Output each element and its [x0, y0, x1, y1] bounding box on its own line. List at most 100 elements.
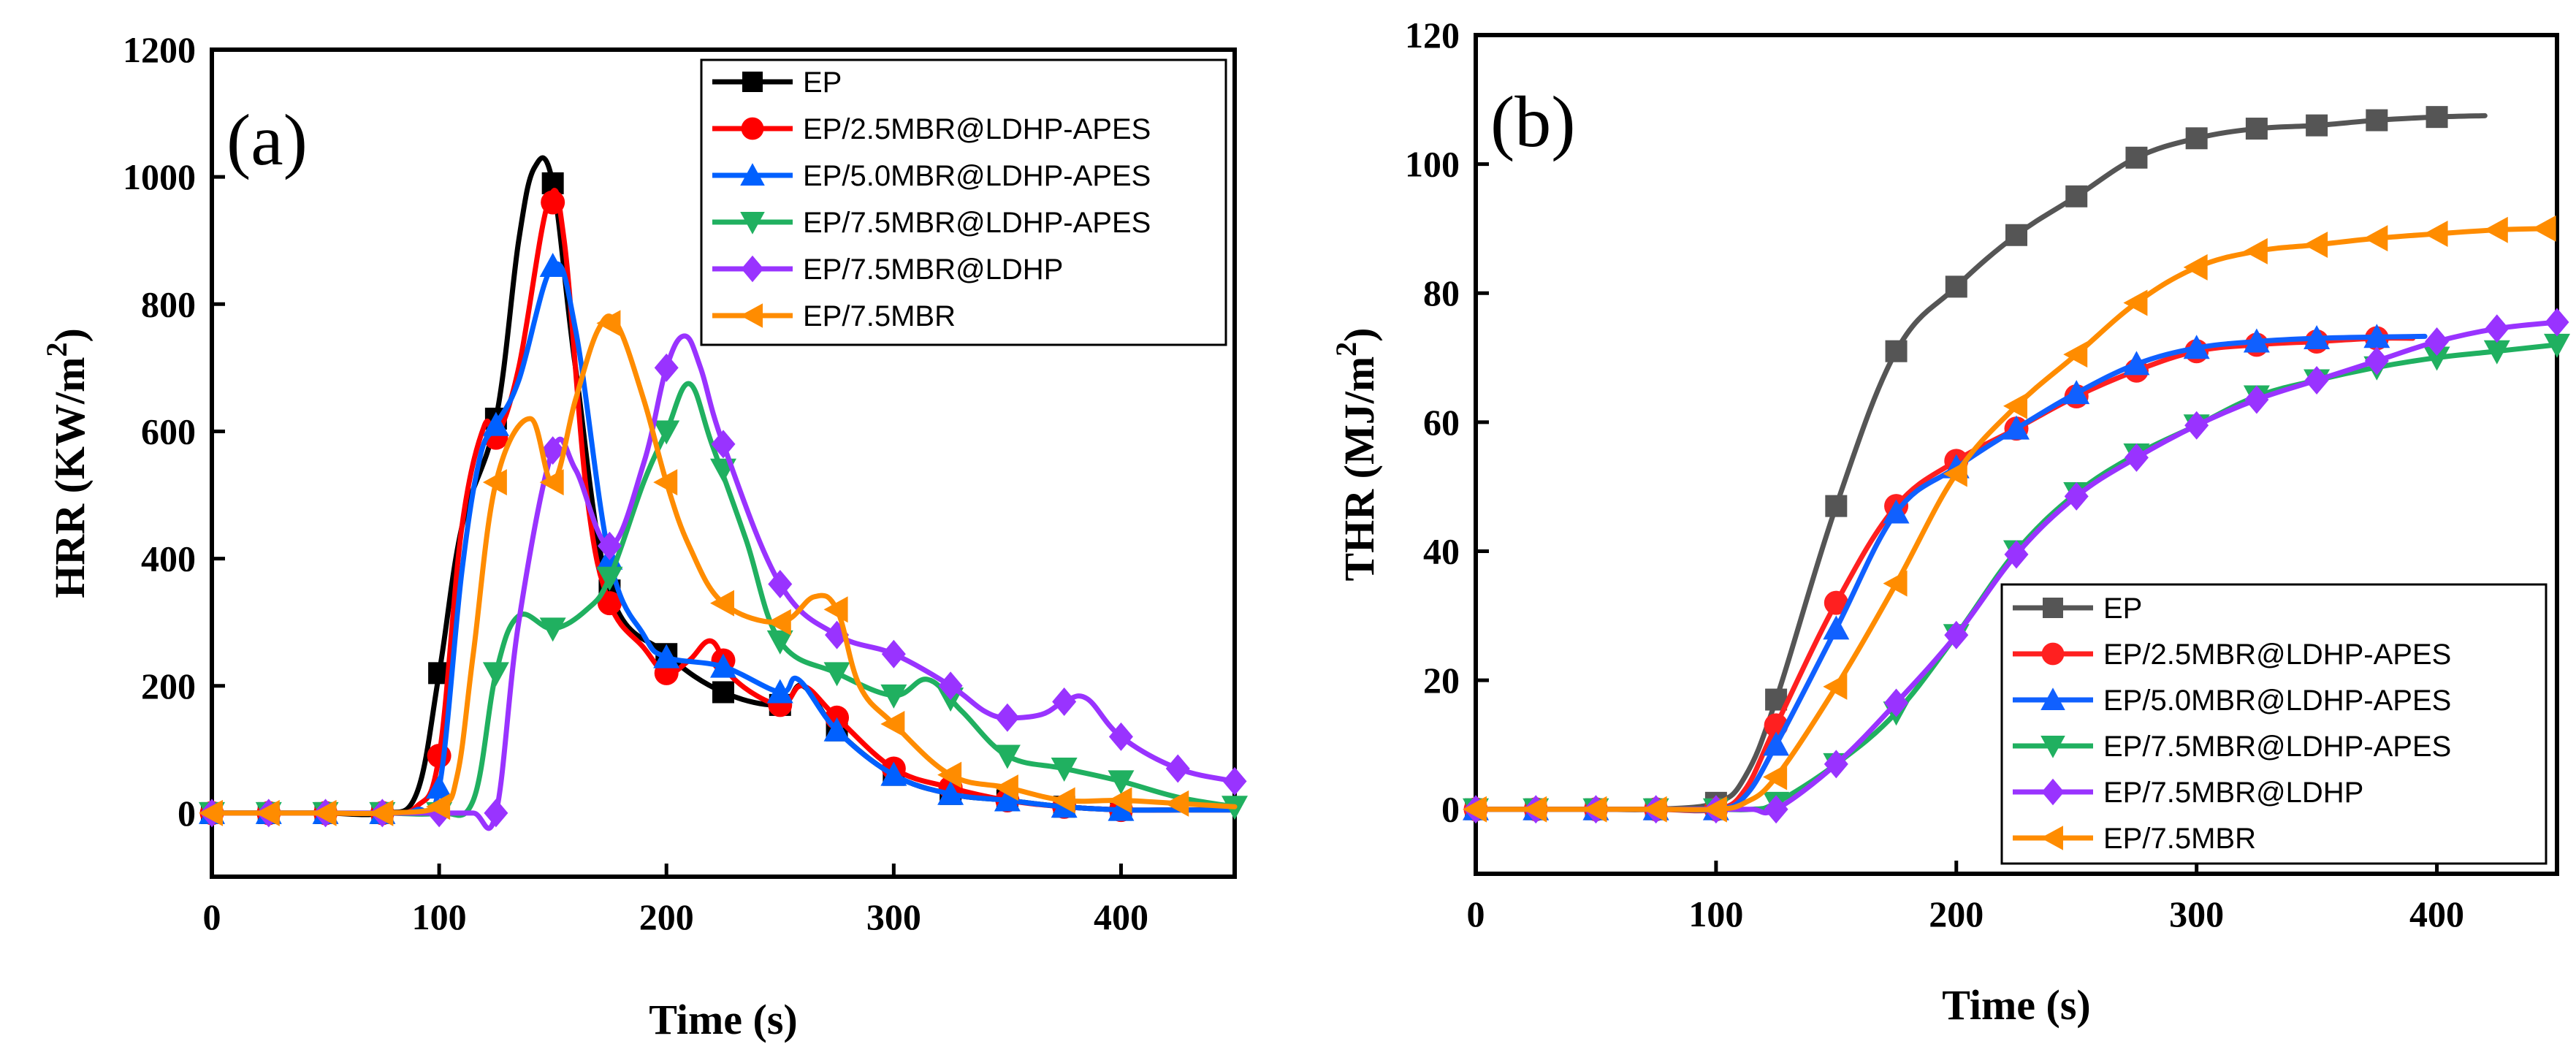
panel-b-legend-item-ep-5-0mbr-ldhp-apes: EP/5.0MBR@LDHP-APES	[2013, 685, 2451, 717]
panel-a-legend-item-ep-5-0mbr-ldhp-apes: EP/5.0MBR@LDHP-APES	[712, 160, 1151, 192]
panel-b-point-ep-6	[1825, 495, 1848, 517]
panel-a-line-ep-7-5mbr-ldhp	[209, 333, 1238, 831]
panel-b-ticks: 0 100 200 300 400 0 20 40 60 80 100 120	[1405, 15, 2464, 934]
panel-b-point-ep-5-0mbr-ldhp-apes-6	[1823, 615, 1850, 640]
panel-b-legend-label-ep-7-5mbr-ldhp-apes: EP/7.5MBR@LDHP-APES	[2103, 731, 2451, 763]
panel-a-legend-label-ep-7-5mbr-ldhp-apes: EP/7.5MBR@LDHP-APES	[803, 207, 1151, 239]
panel-a-legend-marker-ep-5-0mbr-ldhp-apes	[740, 163, 765, 186]
panel-a-series-group	[199, 155, 1248, 831]
panel-b-legend-marker-ep-7-5mbr-ldhp-apes	[2040, 736, 2065, 758]
panel-b-point-ep-7-5mbr-ldhp-13	[2244, 385, 2269, 414]
panel-a-point-ep-5-0mbr-ldhp-apes-11	[823, 717, 850, 742]
panel-b-legend-item-ep-7-5mbr-ldhp-apes: EP/7.5MBR@LDHP-APES	[2013, 731, 2451, 763]
panel-a-point-ep-7-5mbr-15	[1051, 787, 1075, 814]
panel-b-legend-label-ep-5-0mbr-ldhp-apes: EP/5.0MBR@LDHP-APES	[2103, 685, 2451, 717]
panel-b-point-ep-7-5mbr-ldhp-10	[2064, 481, 2089, 511]
panel-a-point-ep-7-5mbr-5	[482, 469, 507, 496]
panel-a-legend-item-ep-7-5mbr-ldhp-apes: EP/7.5MBR@LDHP-APES	[712, 207, 1151, 239]
panel-b-point-ep-5-0mbr-ldhp-apes-12	[2183, 335, 2210, 359]
panel-b-legend-label-ep-7-5mbr-ldhp: EP/7.5MBR@LDHP	[2103, 777, 2363, 809]
panel-a-point-ep-5-0mbr-ldhp-apes-13	[937, 780, 964, 805]
panel-a-x-tick-label-1: 100	[412, 896, 467, 937]
panel-b-y-tick-label-4: 80	[1423, 273, 1460, 313]
panel-a-plot-frame	[210, 47, 1237, 879]
panel-b-point-ep-7-5mbr-ldhp-11	[2124, 443, 2149, 472]
panel-b-point-ep-7-5mbr-17	[2483, 216, 2508, 243]
panel-a-y-tick-label-5: 1000	[123, 156, 196, 197]
panel-a-series-ep-7-5mbr-ldhp	[199, 333, 1247, 831]
panel-a-point-ep-7-5mbr-ldhp-apes-15	[1051, 757, 1078, 782]
panel-a-point-ep-9	[712, 681, 734, 704]
panel-a-ylabel-main: HRR (KW/m	[46, 357, 94, 598]
panel-a-point-ep-7-5mbr-1	[255, 799, 280, 826]
panel-a-legend-item-ep-7-5mbr: EP/7.5MBR	[712, 300, 956, 332]
panel-b-point-ep-5-0mbr-ldhp-apes-5	[1763, 731, 1790, 756]
panel-a-point-ep-7-5mbr-ldhp-apes-10	[766, 630, 793, 655]
panel-b-legend-box	[2000, 583, 2548, 865]
panel-b-legend-label-ep-7-5mbr: EP/7.5MBR	[2103, 823, 2256, 855]
panel-b-point-ep-7-5mbr-ldhp-15	[2364, 346, 2389, 376]
panel-b-point-ep-5-0mbr-ldhp-apes-7	[1883, 499, 1910, 524]
panel-a-point-ep-7-5mbr-17	[1165, 790, 1189, 817]
panel-b-point-ep-7-5mbr-4	[1702, 796, 1727, 823]
panel-a-x-tick-label-3: 300	[866, 896, 921, 937]
panel-a-point-ep-7-5mbr-ldhp-9	[711, 430, 736, 459]
panel-a-point-ep-5-0mbr-ldhp-apes-14	[994, 787, 1021, 812]
panel-b-point-ep-7-5mbr-ldhp-16	[2425, 327, 2450, 356]
panel-b-point-ep-5-0mbr-ldhp-apes-15	[2363, 324, 2390, 348]
panel-b-point-ep-7-5mbr-8	[1943, 460, 1967, 487]
panel-a-y-tick-label-2: 400	[141, 538, 196, 579]
panel-a-point-ep-7-5mbr-ldhp-apes-12	[880, 684, 907, 709]
panel-a-label: (a)	[226, 99, 308, 180]
panel-b-ylabel-close: )	[1335, 328, 1383, 342]
panel-a-point-ep-7-5mbr-ldhp-5	[484, 799, 508, 828]
panel-a-x-tick-label-4: 400	[1094, 896, 1148, 937]
panel-a-point-ep-7-5mbr-12	[880, 711, 905, 738]
panel-a-point-ep-7-5mbr-ldhp-apes-5	[482, 662, 509, 687]
panel-b-point-ep-8	[1945, 275, 1967, 298]
panel-b-point-ep-5-0mbr-ldhp-apes-14	[2303, 325, 2331, 350]
panel-a-series-ep-7-5mbr	[199, 310, 1238, 826]
panel-a-x-tick-label-0: 0	[203, 896, 221, 937]
panel-a-legend-item-ep-2-5mbr-ldhp-apes: EP/2.5MBR@LDHP-APES	[712, 113, 1151, 145]
panel-b-x-tick-label-0: 0	[1467, 894, 1485, 934]
panel-a-legend-label-ep-7-5mbr-ldhp: EP/7.5MBR@LDHP	[803, 254, 1063, 286]
panel-b-point-ep-7-5mbr-16	[2423, 220, 2448, 247]
panel-a-y-tick-label-3: 600	[141, 411, 196, 452]
panel-a-hrr-chart: 0 100 200 300 400 0 200 400 600 800 1000 1200 (a) T…	[40, 29, 1248, 1043]
panel-a-point-ep-5-0mbr-ldhp-apes-10	[766, 679, 793, 704]
panel-b-series-ep-7-5mbr	[1463, 215, 2556, 823]
panel-a-y-tick-label-1: 200	[141, 666, 196, 706]
panel-b-point-ep-7-5mbr-10	[2063, 341, 2088, 368]
panel-a-point-ep-7-5mbr-ldhp-apes-14	[994, 744, 1021, 769]
panel-a-point-ep-7-5mbr-10	[766, 609, 791, 636]
panel-b-point-ep-7-5mbr-3	[1642, 796, 1667, 823]
panel-b-line-ep-7-5mbr	[1473, 226, 2548, 812]
panel-b-legend-marker-ep-2-5mbr-ldhp-apes	[2041, 642, 2065, 666]
panel-b-point-ep-7-5mbr-6	[1823, 673, 1848, 700]
panel-a-y-axis-title: HRR (KW/m2)	[40, 328, 94, 598]
panel-a-point-ep-7-5mbr-14	[994, 774, 1018, 801]
panel-b-point-ep-5-0mbr-ldhp-apes-11	[2123, 351, 2150, 376]
panel-a-legend-label-ep-7-5mbr: EP/7.5MBR	[803, 300, 956, 332]
panel-a-point-ep-2-5mbr-ldhp-apes-7	[597, 591, 622, 616]
panel-b-ylabel-main: THR (MJ/m	[1335, 357, 1383, 582]
panel-a-ticks: 0 100 200 300 400 0 200 400 600 800 1000 1200	[123, 29, 1148, 937]
panel-b-point-ep-7	[1885, 340, 1908, 362]
panel-b-point-ep-5-0mbr-ldhp-apes-9	[2003, 415, 2030, 440]
panel-b-legend-marker-ep-5-0mbr-ldhp-apes	[2040, 687, 2065, 710]
panel-b-x-tick-label-2: 200	[1929, 894, 1984, 934]
panel-a-y-tick-label-6: 1200	[123, 29, 196, 70]
panel-b-point-ep-7-5mbr-ldhp-14	[2304, 365, 2329, 395]
panel-a-line-ep-5-0mbr-ldhp-apes	[209, 261, 1238, 816]
panel-a-point-ep-7-5mbr-4	[426, 793, 451, 820]
panel-b-point-ep-7-5mbr-ldhp-7	[1884, 688, 1909, 717]
panel-b-y-axis-title: THR (MJ/m2)	[1330, 328, 1383, 582]
panel-b-point-ep-7-5mbr-ldhp-apes-18	[2544, 333, 2570, 358]
panel-b-y-tick-label-0: 0	[1441, 789, 1460, 830]
panel-b-point-ep-15	[2366, 109, 2388, 132]
panel-b-point-ep-16	[2426, 106, 2448, 129]
panel-a-point-ep-7-5mbr-7	[596, 310, 621, 337]
panel-a-point-ep-7-5mbr-0	[199, 799, 223, 826]
